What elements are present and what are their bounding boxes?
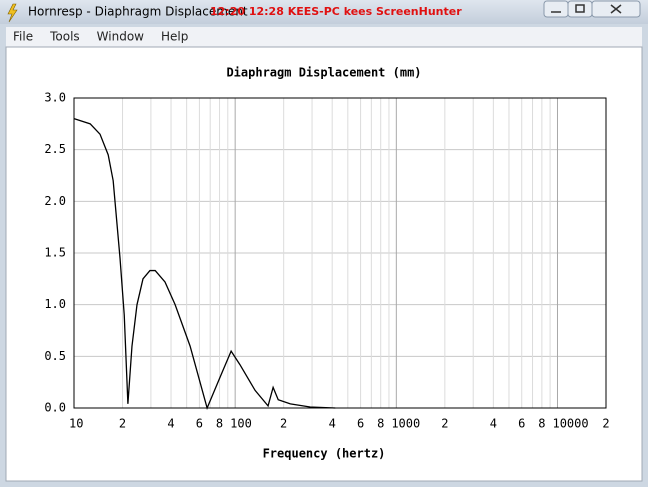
x-tick-label: 10 bbox=[69, 417, 83, 431]
x-axis-label: Frequency (hertz) bbox=[263, 447, 386, 461]
y-tick-label: 2.0 bbox=[44, 194, 66, 208]
menu-item[interactable]: Tools bbox=[49, 30, 80, 44]
title-bar bbox=[0, 0, 648, 24]
y-tick-label: 1.0 bbox=[44, 297, 66, 311]
window-title: Hornresp - Diaphragm Displacement bbox=[28, 5, 248, 19]
menu-item[interactable]: Window bbox=[97, 30, 145, 44]
x-tick-label: 100 bbox=[230, 417, 252, 431]
data-line bbox=[73, 118, 336, 410]
x-tick-label: 6 bbox=[357, 417, 364, 431]
menu: File Tools Window Help bbox=[13, 30, 188, 44]
y-tick-label: 0.5 bbox=[44, 349, 66, 363]
chart-panel bbox=[5, 46, 643, 482]
plot-frame bbox=[73, 97, 607, 409]
x-tick-label: 10000 bbox=[552, 417, 588, 431]
x-tick-label: 2 bbox=[119, 417, 126, 431]
x-tick-label: 2 bbox=[280, 417, 287, 431]
overlay-text: 12:20 12:28 KEES-PC kees ScreenHunter bbox=[210, 5, 462, 18]
y-tick-label: 0.0 bbox=[44, 401, 66, 415]
menu-bar bbox=[6, 27, 642, 47]
y-tick-label: 3.0 bbox=[44, 91, 66, 105]
x-tick-label: 2 bbox=[441, 417, 448, 431]
x-tick-label: 6 bbox=[518, 417, 525, 431]
x-tick-label: 1000 bbox=[391, 417, 420, 431]
plot: 0.00.51.01.52.02.53.010 2 4 6 8 100 2 4 6 8 1000 2 4… bbox=[44, 91, 609, 431]
x-tick-label: 6 bbox=[196, 417, 203, 431]
app-icon bbox=[7, 3, 18, 23]
chart-title: Diaphragm Displacement (mm) bbox=[226, 66, 421, 80]
x-tick-label: 8 bbox=[377, 417, 384, 431]
x-tick-label: 4 bbox=[167, 417, 174, 431]
x-tick-label: 8 bbox=[216, 417, 223, 431]
y-tick-label: 1.5 bbox=[44, 246, 66, 260]
maximize-button[interactable] bbox=[567, 0, 593, 18]
x-tick-label: 4 bbox=[329, 417, 336, 431]
menu-item[interactable]: Help bbox=[161, 30, 188, 44]
menu-item[interactable]: File bbox=[13, 30, 33, 44]
x-tick-label: 2 bbox=[602, 417, 609, 431]
window-button-glyphs bbox=[551, 4, 622, 14]
minimize-button[interactable] bbox=[543, 0, 569, 18]
x-tick-label: 4 bbox=[490, 417, 497, 431]
x-tick-label: 8 bbox=[538, 417, 545, 431]
y-tick-label: 2.5 bbox=[44, 142, 66, 156]
